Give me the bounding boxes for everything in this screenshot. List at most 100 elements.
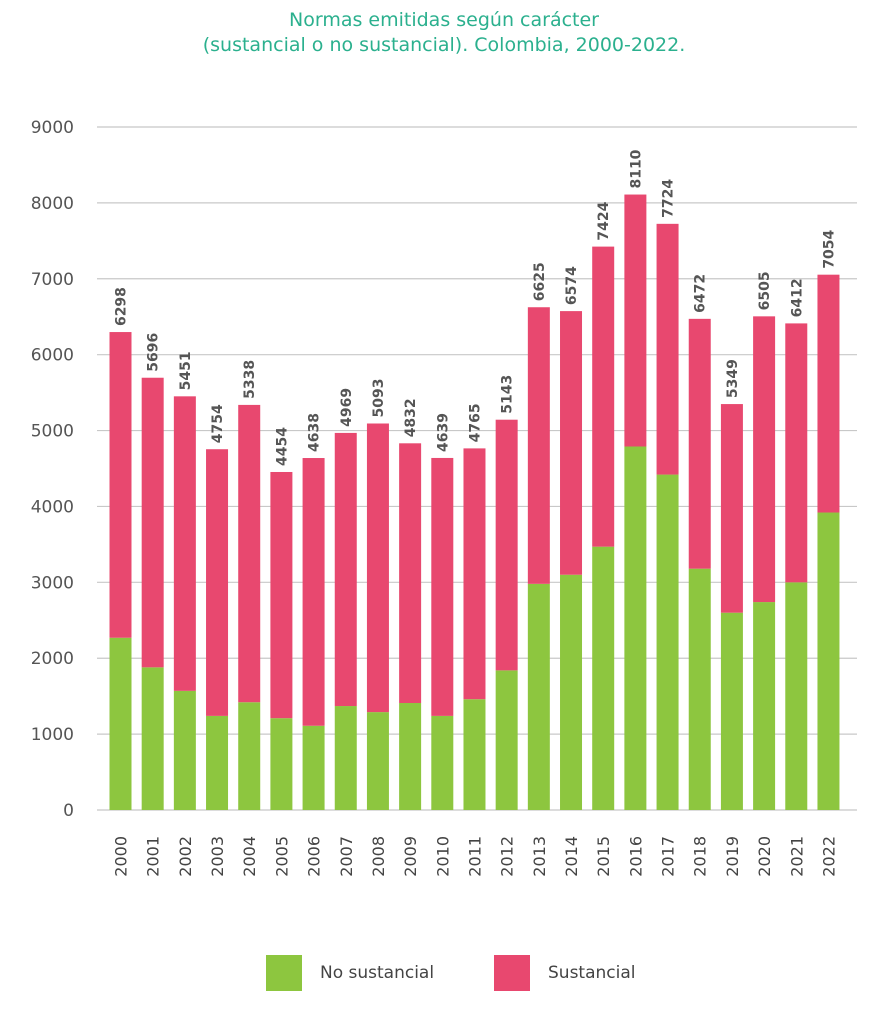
bar-no-sustancial (624, 446, 647, 810)
x-tick-label: 2000 (112, 836, 131, 877)
bar-no-sustancial (173, 690, 196, 810)
bar-sustancial (656, 223, 679, 475)
x-tick-label: 2021 (787, 836, 806, 877)
x-tick-label: 2002 (176, 836, 195, 877)
legend-label-sustancial: Sustancial (548, 963, 636, 983)
x-tick-label: 2004 (240, 836, 259, 877)
x-tick-label: 2001 (144, 836, 163, 877)
bar-no-sustancial (753, 602, 776, 810)
bar-no-sustancial (302, 725, 325, 810)
x-tick-label: 2007 (337, 836, 356, 877)
data-label-total: 4969 (339, 388, 355, 427)
y-tick-label: 8000 (31, 194, 74, 214)
x-tick-label: 2014 (562, 836, 581, 877)
bar-no-sustancial (785, 582, 808, 810)
bar-sustancial (753, 316, 776, 603)
bar-sustancial (463, 448, 486, 700)
chart-subtitle: (sustancial o no sustancial). Colombia, … (202, 34, 686, 56)
data-label-total: 5696 (146, 333, 162, 372)
bar-no-sustancial (399, 702, 422, 810)
y-tick-label: 1000 (31, 725, 74, 745)
x-tick-label: 2003 (208, 836, 227, 877)
x-tick-label: 2013 (530, 836, 549, 877)
legend-item-no-sustancial: No sustancial (266, 955, 434, 991)
bar-no-sustancial (431, 715, 454, 810)
y-tick-label: 9000 (31, 118, 74, 138)
data-label-total: 5338 (242, 360, 258, 399)
bar-sustancial (206, 449, 229, 716)
bar-no-sustancial (656, 474, 679, 810)
bar-no-sustancial (495, 670, 518, 810)
bar-sustancial (495, 419, 518, 671)
data-label-total: 4754 (210, 404, 226, 443)
bar-sustancial (720, 404, 743, 613)
legend-item-sustancial: Sustancial (494, 955, 636, 991)
data-label-total: 6298 (114, 287, 130, 326)
bar-no-sustancial (206, 715, 229, 810)
data-label-total: 6625 (532, 262, 548, 301)
data-label-total: 6505 (757, 271, 773, 310)
chart-title: Normas emitidas según carácter (sustanci… (0, 8, 888, 58)
data-label-total: 7724 (661, 179, 677, 218)
bar-sustancial (560, 311, 583, 575)
bar-no-sustancial (560, 574, 583, 810)
bar-sustancial (527, 307, 550, 584)
bar-no-sustancial (334, 706, 357, 810)
y-tick-label: 3000 (31, 573, 74, 593)
bar-no-sustancial (366, 712, 389, 810)
bar-sustancial (238, 404, 261, 703)
bar-sustancial (302, 458, 325, 726)
legend-swatch-no-sustancial (266, 955, 302, 991)
bar-sustancial (270, 471, 293, 719)
data-label-total: 5093 (371, 379, 387, 418)
x-tick-label: 2009 (401, 836, 420, 877)
chart-title-line1: Normas emitidas según carácter (289, 9, 599, 31)
data-label-total: 4639 (435, 413, 451, 452)
y-tick-label: 2000 (31, 649, 74, 669)
data-label-total: 5349 (725, 359, 741, 398)
bar-no-sustancial (817, 512, 840, 810)
y-tick-label: 6000 (31, 346, 74, 366)
data-label-total: 4638 (307, 413, 323, 452)
bar-no-sustancial (270, 718, 293, 810)
data-label-total: 7424 (596, 201, 612, 240)
bar-sustancial (624, 194, 647, 447)
y-tick-label: 0 (63, 801, 74, 821)
bar-no-sustancial (688, 568, 711, 810)
bar-sustancial (141, 377, 164, 668)
data-label-total: 6574 (564, 266, 580, 305)
bar-sustancial (592, 246, 615, 547)
bar-sustancial (366, 423, 389, 713)
bar-sustancial (817, 274, 840, 513)
bar-no-sustancial (238, 702, 261, 810)
bar-sustancial (173, 396, 196, 691)
x-tick-label: 2008 (369, 836, 388, 877)
bar-sustancial (334, 432, 357, 707)
x-tick-label: 2011 (465, 836, 484, 877)
bar-sustancial (688, 318, 711, 569)
x-tick-label: 2015 (594, 836, 613, 877)
bar-no-sustancial (720, 612, 743, 810)
x-tick-label: 2016 (626, 836, 645, 877)
x-tick-label: 2006 (305, 836, 324, 877)
y-tick-label: 7000 (31, 270, 74, 290)
data-label-total: 6472 (693, 274, 709, 313)
bar-no-sustancial (592, 546, 615, 810)
bar-no-sustancial (527, 583, 550, 810)
x-tick-label: 2018 (691, 836, 710, 877)
x-tick-label: 2017 (659, 836, 678, 877)
data-label-total: 6412 (789, 278, 805, 317)
data-label-total: 8110 (628, 149, 644, 188)
x-tick-label: 2020 (755, 836, 774, 877)
data-label-total: 7054 (821, 229, 837, 268)
x-tick-label: 2010 (433, 836, 452, 877)
x-tick-label: 2012 (498, 836, 517, 877)
y-tick-label: 4000 (31, 497, 74, 517)
data-label-total: 4765 (467, 403, 483, 442)
bar-sustancial (109, 332, 132, 638)
x-tick-label: 2022 (819, 836, 838, 877)
chart-legend: No sustancial Sustancial (0, 955, 888, 991)
bar-no-sustancial (109, 637, 132, 810)
x-tick-label: 2019 (723, 836, 742, 877)
bar-sustancial (431, 457, 454, 716)
